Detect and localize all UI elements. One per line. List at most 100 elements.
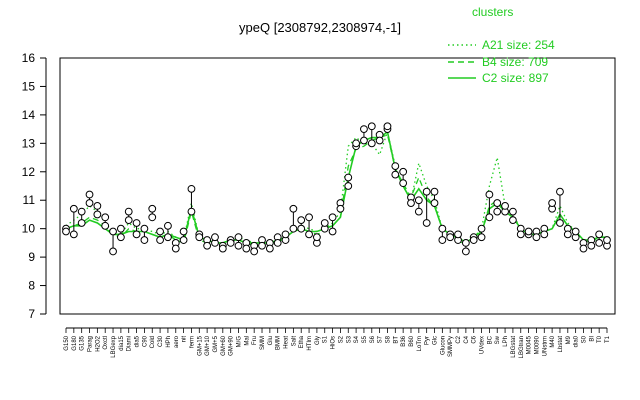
- x-tick-label: GM+15: [197, 335, 203, 356]
- x-tick-label: GM+10: [205, 335, 211, 356]
- sample-point: [524, 227, 533, 236]
- x-tick-label: M9: [566, 335, 572, 344]
- x-axis: G150 G180 G135 Parag H2O2 Oxctl LBGexp dia15 Dia…: [64, 327, 611, 358]
- sample-point: [391, 162, 400, 170]
- x-tick-label: S1: [323, 335, 329, 343]
- sample-point: [132, 230, 141, 239]
- y-tick-label: 7: [28, 307, 35, 321]
- y-tick-label: 11: [23, 193, 36, 207]
- x-tick-label: aero: [174, 335, 180, 348]
- sample-point: [477, 233, 486, 242]
- sample-point: [407, 199, 415, 207]
- y-tick-label: 12: [22, 165, 36, 179]
- y-tick-label: 14: [22, 108, 36, 122]
- x-tick-label: C90: [142, 335, 148, 347]
- sample-point: [171, 244, 180, 253]
- x-tick-label: LPh: [503, 336, 509, 347]
- chart-title: ypeQ [2308792,2308974,-1]: [239, 20, 401, 35]
- sample-point: [399, 167, 408, 176]
- x-tick-label: M/G: [236, 336, 242, 348]
- sample-point: [242, 244, 251, 253]
- sample-point: [328, 213, 337, 222]
- x-tick-label: Glc: [433, 336, 439, 345]
- x-tick-label: Mal: [244, 336, 250, 346]
- x-tick-label: GM+90: [229, 335, 235, 356]
- sample-point: [234, 233, 243, 242]
- sample-point: [422, 187, 431, 196]
- x-tick-label: Etha: [299, 335, 305, 348]
- sample-point: [414, 207, 423, 216]
- sample-point: [132, 219, 141, 227]
- sample-point: [164, 233, 172, 242]
- sample-point: [289, 204, 298, 213]
- sample-point: [595, 230, 604, 239]
- sample-point: [328, 227, 337, 236]
- sample-point: [312, 233, 321, 242]
- sample-point: [77, 207, 86, 216]
- sample-point: [305, 230, 313, 239]
- sample-point: [461, 247, 470, 256]
- sample-point: [469, 236, 478, 244]
- y-tick-label: 9: [28, 250, 35, 264]
- sample-point: [69, 230, 78, 239]
- plot-frame: [59, 57, 616, 315]
- x-tick-label: SMMPy: [448, 336, 454, 357]
- sample-point: [344, 173, 353, 182]
- sample-point: [218, 244, 227, 253]
- x-tick-label: G180: [72, 335, 78, 350]
- x-tick-label: Sw: [495, 335, 501, 344]
- sample-point: [414, 196, 423, 205]
- sample-point: [532, 233, 541, 242]
- x-tick-label: Lbstat: [558, 336, 564, 353]
- x-tick-label: LoTm: [417, 336, 423, 351]
- legend-label-a21: A21 size: 254: [482, 38, 555, 52]
- x-tick-label: SMM: [260, 336, 266, 350]
- x-tick-label: Gly: [315, 336, 321, 345]
- sample-point: [571, 227, 580, 236]
- sample-point: [156, 236, 164, 244]
- sample-point: [265, 244, 274, 253]
- sample-point: [399, 179, 408, 188]
- sample-point: [187, 207, 196, 216]
- sample-point: [336, 204, 345, 213]
- sample-point: [140, 224, 149, 233]
- y-tick-label: 10: [22, 222, 36, 236]
- sample-point: [438, 236, 447, 244]
- sample-point: [116, 233, 125, 242]
- sample-point: [438, 224, 447, 233]
- sample-point: [603, 236, 611, 244]
- sample-point: [62, 227, 70, 236]
- x-tick-label: BI: [589, 336, 595, 342]
- sample-point: [148, 204, 157, 213]
- sample-point: [477, 224, 486, 233]
- sample-point: [344, 182, 353, 190]
- x-tick-label: T1: [605, 335, 611, 343]
- x-tick-label: LBGtran: [519, 336, 525, 358]
- x-tick-label: M40: [550, 335, 556, 347]
- sample-point: [250, 247, 259, 256]
- x-tick-label: Fru: [252, 336, 258, 345]
- x-tick-label: Diami: [127, 336, 133, 351]
- sample-point: [430, 187, 439, 196]
- sample-point: [281, 230, 290, 239]
- x-tick-label: dia0: [574, 335, 580, 347]
- sample-point: [556, 187, 564, 196]
- sample-point: [509, 207, 517, 216]
- sample-point: [179, 227, 188, 236]
- sample-point: [124, 207, 133, 216]
- x-tick-label: T0: [597, 335, 603, 343]
- x-tick-label: HTIm: [307, 336, 313, 351]
- y-tick-label: 8: [28, 279, 35, 293]
- sample-point: [422, 219, 431, 227]
- x-tick-label: Cold: [150, 336, 156, 348]
- sample-point: [367, 122, 376, 131]
- x-tick-label: C4: [464, 335, 470, 343]
- sample-point: [556, 219, 564, 227]
- x-tick-label: Glu: [268, 336, 274, 345]
- sample-point: [93, 202, 102, 210]
- series-line-solid: [65, 130, 607, 244]
- y-tick-label: 16: [22, 51, 36, 65]
- legend-title: clusters: [472, 5, 513, 19]
- sample-point: [485, 213, 494, 222]
